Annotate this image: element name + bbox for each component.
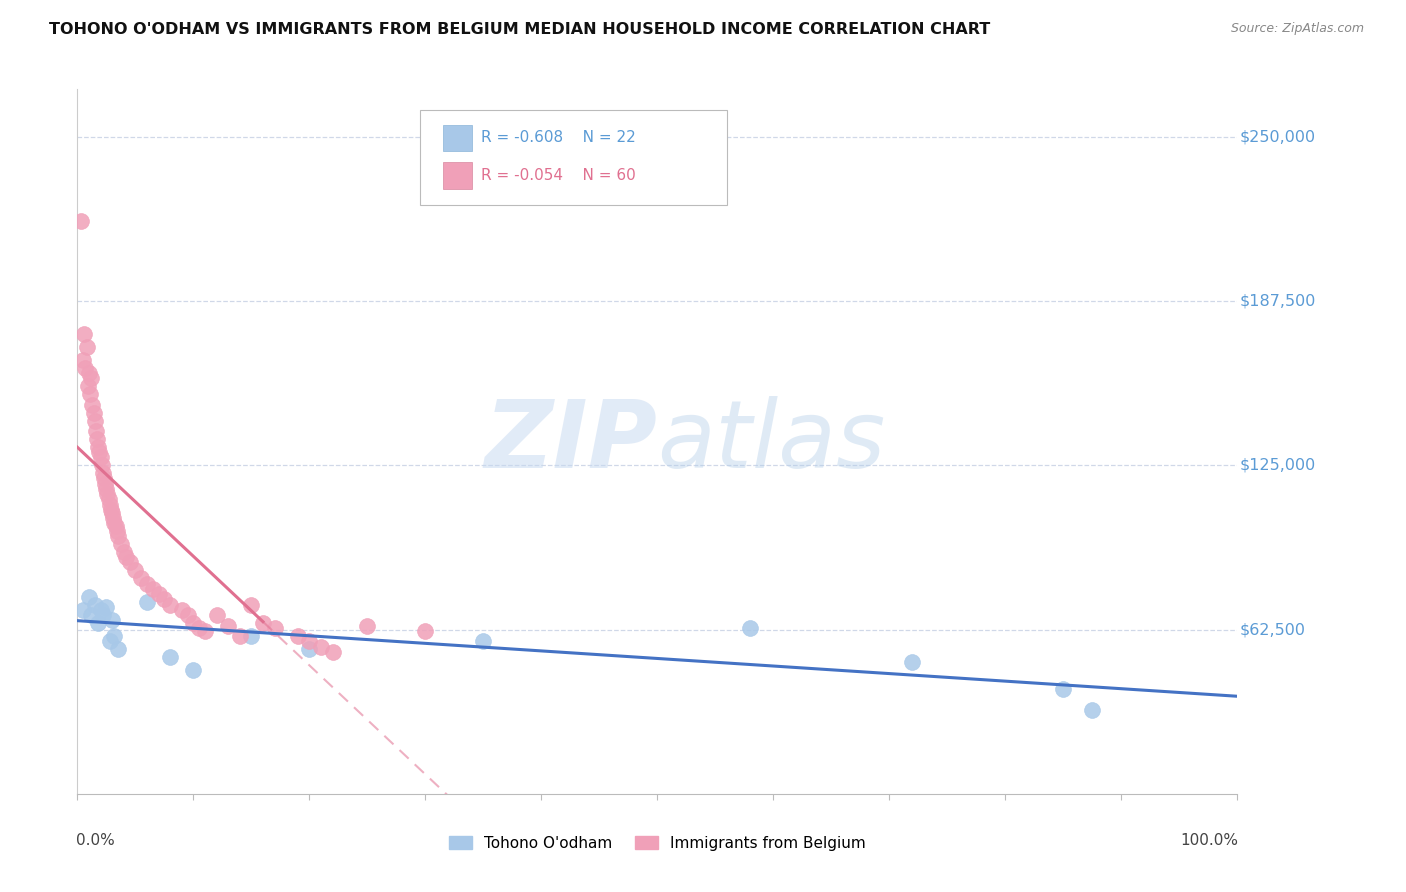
Point (76, 379, 98, 393)
Point (263, 621, 285, 635)
Point (94, 476, 117, 491)
Point (72, 353, 94, 368)
Point (97, 492, 120, 507)
Point (115, 550, 138, 565)
Point (79, 387, 101, 401)
Point (135, 595, 157, 609)
Point (205, 608, 228, 623)
Point (72, 603, 94, 617)
Point (107, 642, 129, 657)
Point (298, 642, 321, 657)
Point (287, 629, 309, 643)
Point (129, 571, 152, 585)
Point (93, 471, 115, 485)
Point (124, 563, 146, 577)
Point (159, 650, 181, 665)
Point (107, 529, 129, 543)
Point (217, 618, 239, 632)
Point (75, 360, 97, 375)
Legend: Tohono O'odham, Immigrants from Belgium: Tohono O'odham, Immigrants from Belgium (443, 830, 872, 856)
Point (84, 424, 107, 438)
Point (740, 621, 762, 635)
Point (101, 506, 124, 520)
FancyBboxPatch shape (443, 162, 472, 189)
Point (87, 615, 110, 630)
Point (77, 366, 100, 380)
Point (240, 598, 263, 612)
Point (356, 618, 378, 632)
Point (183, 663, 205, 677)
Point (100, 503, 122, 517)
Text: atlas: atlas (658, 396, 886, 487)
Point (321, 645, 344, 659)
Text: $187,500: $187,500 (1240, 293, 1316, 309)
Point (98, 634, 121, 648)
Point (183, 615, 205, 630)
Point (103, 516, 125, 530)
Point (135, 576, 157, 591)
Point (112, 545, 135, 559)
Point (901, 656, 924, 670)
Point (298, 634, 321, 648)
Text: R = -0.608    N = 22: R = -0.608 N = 22 (481, 130, 636, 145)
Point (69, 213, 91, 227)
Point (252, 615, 274, 630)
Point (96, 487, 118, 501)
Point (153, 592, 176, 607)
Point (96, 482, 118, 496)
Point (413, 624, 436, 638)
Point (101, 613, 124, 627)
Point (90, 458, 112, 473)
Point (176, 608, 198, 623)
Point (90, 450, 111, 465)
FancyBboxPatch shape (443, 125, 472, 152)
Point (118, 556, 141, 570)
Point (91, 608, 114, 623)
Point (188, 621, 211, 635)
Text: $250,000: $250,000 (1240, 129, 1316, 144)
Point (83, 406, 105, 420)
Point (83, 598, 105, 612)
Point (80, 608, 103, 623)
Text: Source: ZipAtlas.com: Source: ZipAtlas.com (1230, 22, 1364, 36)
Point (83, 413, 105, 427)
Point (159, 598, 181, 612)
Point (194, 624, 217, 638)
Point (105, 524, 128, 538)
Point (309, 640, 332, 654)
FancyBboxPatch shape (419, 111, 727, 205)
Point (240, 629, 263, 643)
Point (80, 371, 103, 385)
Point (90, 603, 111, 617)
Point (170, 603, 193, 617)
Text: $62,500: $62,500 (1240, 622, 1306, 637)
Point (82, 398, 104, 412)
Point (96, 600, 118, 615)
Text: 100.0%: 100.0% (1181, 832, 1239, 847)
Point (77, 590, 100, 604)
Point (91, 466, 114, 480)
Point (1052, 681, 1074, 696)
Text: TOHONO O'ODHAM VS IMMIGRANTS FROM BELGIUM MEDIAN HOUSEHOLD INCOME CORRELATION CH: TOHONO O'ODHAM VS IMMIGRANTS FROM BELGIU… (49, 22, 990, 37)
Text: R = -0.054    N = 60: R = -0.054 N = 60 (481, 169, 636, 183)
Text: ZIP: ZIP (485, 395, 658, 488)
Point (103, 629, 125, 643)
Point (76, 340, 98, 354)
Point (89, 445, 111, 459)
Point (98, 498, 121, 512)
Point (228, 629, 252, 643)
Point (110, 537, 132, 551)
Text: $125,000: $125,000 (1240, 458, 1316, 473)
Point (87, 440, 110, 454)
Point (1081, 703, 1104, 717)
Point (472, 634, 495, 648)
Point (73, 326, 96, 341)
Point (103, 510, 125, 524)
Text: 0.0%: 0.0% (76, 832, 115, 847)
Point (104, 518, 127, 533)
Point (86, 432, 108, 446)
Point (148, 587, 170, 601)
Point (142, 582, 165, 596)
